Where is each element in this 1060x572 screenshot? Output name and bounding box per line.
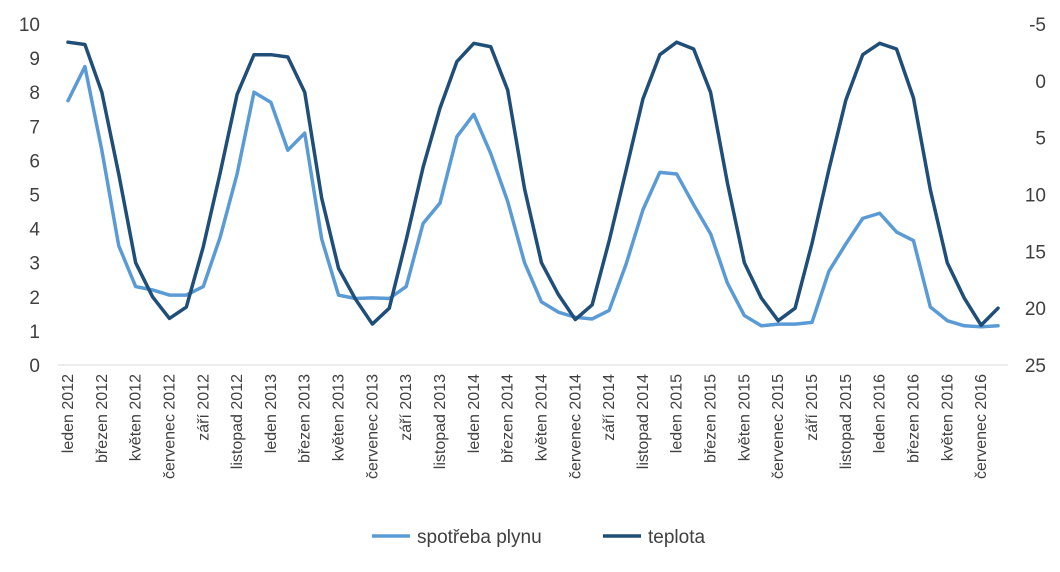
- x-tick-label: červenec 2012: [161, 374, 178, 479]
- x-tick-label: březen 2016: [905, 374, 922, 463]
- left-tick-label: 9: [29, 49, 40, 70]
- x-tick-label: listopad 2013: [432, 374, 449, 469]
- left-tick-label: 1: [29, 322, 40, 343]
- right-tick-label: 25: [1025, 356, 1046, 377]
- x-tick-label: září 2013: [398, 374, 415, 441]
- x-tick-label: září 2012: [195, 374, 212, 441]
- left-tick-label: 6: [29, 151, 40, 172]
- x-tick-label: leden 2014: [466, 374, 483, 453]
- left-axis-ticks: 0 1 2 3 4 5 6 7 8 9 10: [19, 15, 41, 377]
- x-tick-label: září 2014: [601, 374, 618, 441]
- x-tick-label: leden 2012: [60, 374, 77, 453]
- x-tick-label: březen 2013: [297, 374, 314, 463]
- left-tick-label: 7: [29, 117, 40, 138]
- x-tick-label: listopad 2015: [838, 374, 855, 469]
- series-line-spotřeba-plynu: [66, 64, 1000, 329]
- right-tick-label: 0: [1035, 72, 1046, 93]
- x-tick-label: červenec 2016: [973, 374, 990, 479]
- x-axis-ticks: leden 2012 březen 2012 květen 2012 červenec…: [60, 374, 990, 479]
- x-tick-label: červenec 2015: [770, 374, 787, 479]
- x-tick-label: listopad 2012: [229, 374, 246, 469]
- left-tick-label: 2: [29, 288, 40, 309]
- x-tick-label: leden 2016: [872, 374, 889, 453]
- series-line-teplota: [66, 40, 1000, 327]
- x-tick-label: listopad 2014: [635, 374, 652, 469]
- left-tick-label: 10: [19, 15, 40, 36]
- x-tick-label: září 2015: [804, 374, 821, 441]
- x-tick-label: květen 2012: [128, 374, 145, 461]
- left-tick-label: 4: [29, 220, 40, 241]
- left-tick-label: 5: [29, 186, 40, 207]
- right-axis-ticks: -5 0 5 10 15 20 25: [1025, 15, 1046, 377]
- left-tick-label: 8: [29, 83, 40, 104]
- x-tick-label: březen 2012: [94, 374, 111, 463]
- x-tick-label: květen 2016: [939, 374, 956, 461]
- x-tick-label: květen 2015: [736, 374, 753, 461]
- left-tick-label: 0: [29, 356, 40, 377]
- x-tick-label: leden 2013: [263, 374, 280, 453]
- left-tick-label: 3: [29, 254, 40, 275]
- x-tick-label: červenec 2014: [567, 374, 584, 479]
- x-tick-label: červenec 2013: [364, 374, 381, 479]
- right-tick-label: 5: [1035, 129, 1046, 150]
- right-tick-label: 10: [1025, 186, 1046, 207]
- x-tick-label: květen 2013: [331, 374, 348, 461]
- legend: spotřeba plynu teplota: [372, 527, 705, 548]
- x-tick-label: březen 2015: [703, 374, 720, 463]
- legend-label-spotřeba-plynu: spotřeba plynu: [417, 527, 542, 548]
- right-tick-label: 20: [1025, 299, 1046, 320]
- right-tick-label: 15: [1025, 242, 1046, 263]
- series-layer: [66, 40, 1000, 329]
- x-tick-label: leden 2015: [669, 374, 686, 453]
- x-tick-label: březen 2014: [500, 374, 517, 463]
- x-tick-label: květen 2014: [533, 374, 550, 461]
- right-tick-label: -5: [1029, 15, 1046, 36]
- legend-label-teplota: teplota: [648, 527, 705, 548]
